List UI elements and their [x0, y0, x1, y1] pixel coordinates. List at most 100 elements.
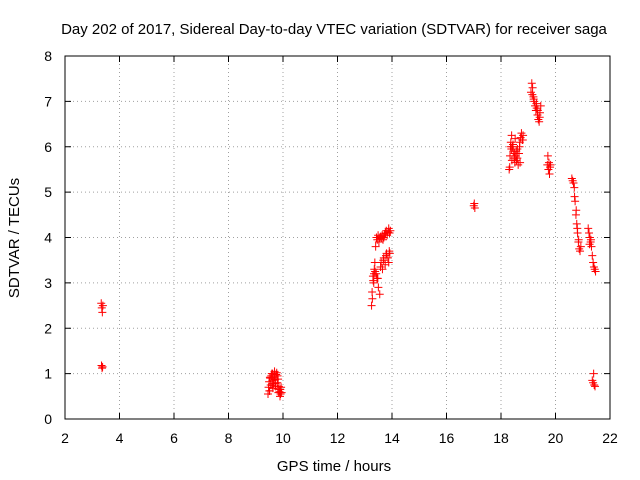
- data-point: [98, 364, 107, 373]
- data-point: [576, 247, 585, 256]
- data-point: [264, 390, 273, 399]
- data-point: [274, 375, 283, 384]
- y-tick-label: 6: [44, 139, 52, 155]
- data-point: [379, 256, 388, 265]
- data-point: [268, 369, 277, 378]
- data-point: [567, 174, 576, 183]
- data-point: [268, 381, 277, 390]
- y-axis-tick-labels: 0 1 2 3 4 5 6 7 8: [44, 48, 52, 427]
- data-point: [371, 242, 380, 251]
- data-point: [572, 206, 581, 215]
- data-point: [271, 379, 280, 388]
- data-point: [533, 106, 542, 115]
- data-point: [570, 192, 579, 201]
- data-point: [276, 392, 285, 401]
- y-tick-label: 1: [44, 366, 52, 382]
- data-point: [587, 242, 596, 251]
- data-point: [370, 265, 379, 274]
- data-point: [588, 251, 597, 260]
- y-tick-label: 5: [44, 184, 52, 200]
- data-point: [516, 158, 525, 167]
- data-point: [505, 163, 514, 172]
- x-tick-label: 14: [384, 430, 400, 446]
- data-point: [508, 140, 517, 149]
- y-tick-label: 0: [44, 411, 52, 427]
- data-point: [585, 228, 594, 237]
- data-point: [273, 371, 282, 380]
- data-point: [470, 204, 479, 213]
- data-point: [586, 235, 595, 244]
- x-tick-label: 8: [225, 430, 233, 446]
- data-point: [572, 219, 581, 228]
- data-point: [511, 134, 520, 143]
- x-tick-label: 22: [602, 430, 618, 446]
- data-point: [386, 226, 395, 235]
- data-point: [382, 251, 391, 260]
- y-tick-label: 2: [44, 320, 52, 336]
- data-point: [576, 242, 585, 251]
- x-tick-label: 12: [330, 430, 346, 446]
- data-point: [544, 158, 553, 167]
- gridlines: [65, 56, 610, 419]
- data-point: [535, 113, 544, 122]
- data-point: [375, 290, 384, 299]
- data-point: [98, 362, 107, 371]
- data-point: [544, 165, 553, 174]
- data-point: [528, 90, 537, 99]
- data-point: [272, 370, 281, 379]
- data-point: [573, 224, 582, 233]
- data-point: [264, 383, 273, 392]
- x-tick-label: 18: [493, 430, 509, 446]
- data-point: [507, 145, 516, 154]
- data-point: [469, 201, 478, 210]
- data-point: [536, 101, 545, 110]
- data-point: [571, 197, 580, 206]
- data-point: [367, 301, 376, 310]
- data-point: [272, 368, 281, 377]
- data-point: [534, 115, 543, 124]
- y-tick-label: 7: [44, 93, 52, 109]
- data-point: [517, 129, 526, 138]
- x-tick-label: 4: [116, 430, 124, 446]
- data-point: [535, 117, 544, 126]
- y-axis-title: SDTVAR / TECUs: [6, 178, 23, 298]
- x-tick-label: 10: [275, 430, 291, 446]
- data-point: [98, 308, 107, 317]
- data-point: [368, 287, 377, 296]
- data-point: [277, 388, 286, 397]
- data-point: [265, 386, 274, 395]
- data-point: [591, 267, 600, 276]
- data-point: [543, 151, 552, 160]
- x-tick-label: 20: [548, 430, 564, 446]
- data-point: [585, 233, 594, 242]
- data-point: [98, 301, 107, 310]
- data-point: [529, 95, 538, 104]
- data-point: [385, 247, 394, 256]
- data-point: [276, 385, 285, 394]
- x-tick-label: 6: [170, 430, 178, 446]
- chart-title: Day 202 of 2017, Sidereal Day-to-day VTE…: [61, 21, 607, 38]
- data-point: [589, 369, 598, 378]
- data-point: [507, 131, 516, 140]
- data-point: [570, 183, 579, 192]
- data-point: [528, 83, 537, 92]
- x-tick-label: 2: [61, 430, 69, 446]
- data-point: [589, 258, 598, 267]
- data-point: [530, 97, 539, 106]
- data-point: [515, 142, 524, 151]
- data-point: [518, 135, 527, 144]
- data-point: [371, 267, 380, 276]
- data-point: [513, 154, 522, 163]
- data-point: [368, 294, 377, 303]
- data-point: [574, 235, 583, 244]
- data-point: [585, 240, 594, 249]
- data-point: [376, 262, 385, 271]
- data-point: [470, 199, 479, 208]
- data-point: [545, 169, 554, 178]
- data-point: [527, 79, 536, 88]
- data-point: [512, 147, 521, 156]
- data-point: [373, 274, 382, 283]
- data-point: [568, 176, 577, 185]
- data-point: [270, 375, 279, 384]
- x-tick-label: 16: [439, 430, 455, 446]
